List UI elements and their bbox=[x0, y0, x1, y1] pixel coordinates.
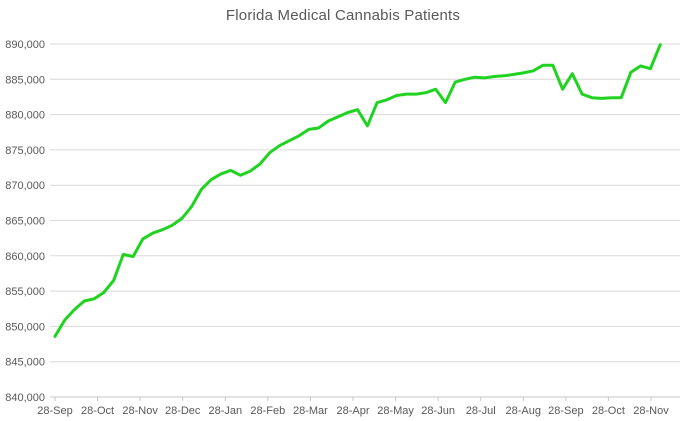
y-axis-tick-label: 880,000 bbox=[5, 110, 45, 122]
y-axis-tick-label: 885,000 bbox=[5, 74, 45, 86]
x-axis-tick-label: 28-Nov bbox=[122, 405, 158, 417]
x-axis-tick-label: 28-Jun bbox=[421, 405, 455, 417]
x-axis-tick-label: 28-Mar bbox=[293, 405, 328, 417]
y-axis-tick-label: 855,000 bbox=[5, 286, 45, 298]
x-axis-tick-label: 28-Dec bbox=[165, 405, 201, 417]
y-axis-tick-label: 850,000 bbox=[5, 321, 45, 333]
x-axis-tick-label: 28-Feb bbox=[250, 405, 285, 417]
x-axis-tick-label: 28-Oct bbox=[592, 405, 625, 417]
y-axis-tick-label: 865,000 bbox=[5, 216, 45, 228]
data-line-patients bbox=[53, 43, 662, 338]
y-axis-tick-label: 845,000 bbox=[5, 357, 45, 369]
x-axis-tick-label: 28-Sep bbox=[548, 405, 583, 417]
x-axis-tick-label: 28-Apr bbox=[336, 405, 369, 417]
x-axis-tick-label: 28-Jul bbox=[466, 405, 496, 417]
x-axis-tick-label: 28-May bbox=[377, 405, 414, 417]
x-axis-tick-label: 28-Sep bbox=[37, 405, 72, 417]
y-axis-tick-label: 840,000 bbox=[5, 392, 45, 404]
y-axis-tick-label: 875,000 bbox=[5, 145, 45, 157]
y-axis-tick-label: 890,000 bbox=[5, 39, 45, 51]
x-axis-tick-label: 28-Jan bbox=[208, 405, 242, 417]
x-axis-tick-label: 28-Aug bbox=[506, 405, 541, 417]
y-axis-tick-label: 860,000 bbox=[5, 251, 45, 263]
x-axis-tick-label: 28-Oct bbox=[81, 405, 114, 417]
y-axis-tick-label: 870,000 bbox=[5, 180, 45, 192]
x-axis-tick-label: 28-Nov bbox=[633, 405, 669, 417]
chart-title: Florida Medical Cannabis Patients bbox=[225, 7, 461, 24]
